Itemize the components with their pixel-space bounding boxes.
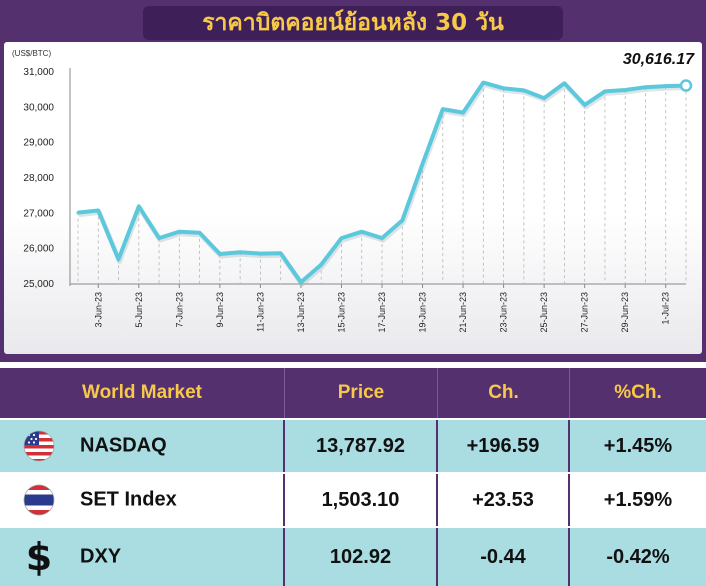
x-tick-label: 7-Jun-23: [174, 292, 184, 328]
y-tick-label: 30,000: [23, 102, 54, 113]
unit-label: (US$/BTC): [12, 49, 51, 58]
change-cell: +23.53: [438, 474, 570, 526]
price-cell: 102.92: [285, 528, 438, 586]
data-point: [137, 204, 141, 208]
x-tick-label: 23-Jun-23: [499, 292, 509, 333]
x-tick-label: 11-Jun-23: [255, 292, 265, 332]
change-cell: +196.59: [438, 420, 570, 472]
x-tick-label: 3-Jun-23: [93, 292, 103, 328]
series-line-shadow: [78, 82, 688, 287]
x-tick-label: 13-Jun-23: [296, 292, 306, 333]
table-row: $ DXY 102.92 -0.44 -0.42%: [0, 528, 706, 586]
data-point: [117, 257, 121, 261]
data-point: [461, 111, 465, 115]
chart-card: (US$/BTC) 30,616.17 25,000 26,000 27,000 28,0…: [4, 42, 702, 354]
latest-point-marker: [679, 79, 693, 92]
data-point: [76, 211, 80, 215]
world-market-table: World Market Price Ch. %Ch.: [0, 368, 706, 586]
x-tick-label: 29-Jun-23: [620, 292, 630, 333]
data-point: [542, 96, 546, 100]
pct-change-cell: -0.42%: [606, 545, 670, 568]
pct-change-cell: +1.59%: [603, 488, 673, 511]
data-point: [562, 81, 566, 85]
thai-flag-icon: [20, 481, 58, 519]
price-cell: 1,503.10: [285, 474, 438, 526]
x-tick-label: 25-Jun-23: [539, 292, 549, 333]
x-tick-label: 27-Jun-23: [580, 292, 590, 333]
data-point: [238, 250, 242, 254]
data-point: [96, 209, 100, 213]
market-name: SET Index: [80, 488, 177, 511]
data-point: [623, 88, 627, 92]
header-price: Price: [285, 368, 438, 418]
y-tick-label: 26,000: [23, 244, 54, 255]
market-name-cell: NASDAQ: [0, 420, 285, 472]
header-world-market: World Market: [0, 368, 285, 418]
y-tick-label: 29,000: [23, 138, 54, 149]
header-change: Ch.: [438, 368, 570, 418]
data-point: [603, 89, 607, 93]
table-row: NASDAQ 13,787.92 +196.59 +1.45%: [0, 420, 706, 472]
x-tick-label: 9-Jun-23: [215, 292, 225, 328]
table-header-row: World Market Price Ch. %Ch.: [0, 368, 706, 418]
market-name: NASDAQ: [80, 434, 167, 457]
x-tick-label: 21-Jun-23: [458, 292, 468, 333]
chart-title: ราคาบิตคอยน์ย้อนหลัง 30 วัน: [143, 6, 563, 40]
data-point: [421, 162, 425, 166]
y-tick-label: 27,000: [23, 208, 54, 219]
y-tick-label: 25,000: [23, 279, 54, 290]
x-tick-label: 15-Jun-23: [336, 292, 346, 333]
y-tick-label: 31,000: [23, 67, 54, 78]
data-point: [339, 236, 343, 240]
data-point: [299, 280, 303, 284]
data-point: [258, 252, 262, 256]
us-flag-icon: [20, 427, 58, 465]
data-point: [279, 251, 283, 255]
market-name: DXY: [80, 545, 122, 568]
data-point: [380, 236, 384, 240]
market-name-cell: $ DXY: [0, 528, 285, 586]
price-cell: 13,787.92: [285, 420, 438, 472]
data-point: [400, 218, 404, 222]
x-tick-label: 1-Jul-23: [661, 292, 671, 325]
data-point: [502, 86, 506, 90]
data-point: [583, 103, 587, 107]
data-point: [157, 236, 161, 240]
table-row: SET Index 1,503.10 +23.53 +1.59%: [0, 474, 706, 526]
data-point: [360, 230, 364, 234]
data-point: [643, 85, 647, 89]
data-point: [198, 231, 202, 235]
latest-value-label: 30,616.17: [623, 51, 695, 68]
chart-panel: ราคาบิตคอยน์ย้อนหลัง 30 วัน (US$/BTC) 30,…: [0, 0, 706, 362]
data-point: [218, 252, 222, 256]
market-name-cell: SET Index: [0, 474, 285, 526]
change-cell: -0.44: [438, 528, 570, 586]
header-pct-change: %Ch.: [614, 382, 662, 403]
data-point: [177, 230, 181, 234]
data-point: [522, 88, 526, 92]
bitcoin-price-chart: (US$/BTC) 30,616.17 25,000 26,000 27,000 28,0…: [12, 49, 695, 333]
y-tick-label: 28,000: [23, 173, 54, 184]
dollar-sign-icon: $: [25, 535, 53, 579]
pct-change-cell: +1.45%: [603, 434, 673, 457]
x-tick-label: 5-Jun-23: [134, 292, 144, 328]
data-point: [441, 107, 445, 111]
data-point: [664, 84, 668, 88]
data-point: [481, 81, 485, 85]
data-point: [319, 263, 323, 267]
x-tick-label: 19-Jun-23: [418, 292, 428, 333]
x-tick-label: 17-Jun-23: [377, 292, 387, 333]
